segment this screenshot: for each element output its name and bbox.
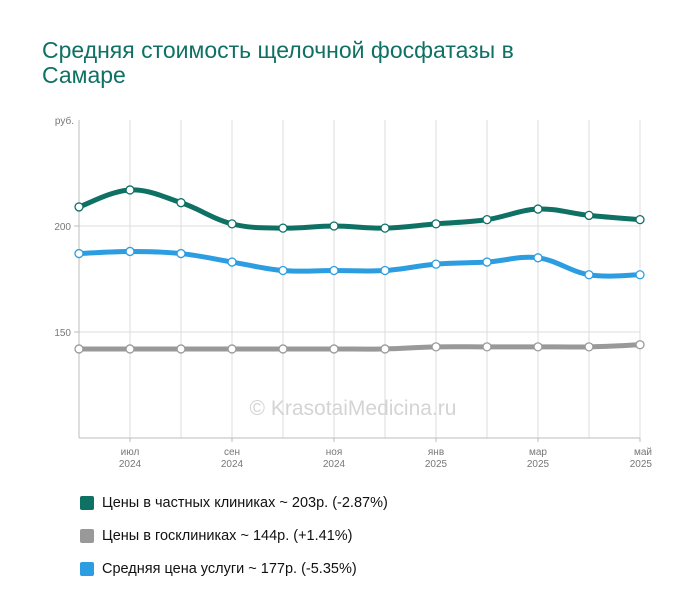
y-axis-unit-label: руб.	[55, 115, 74, 127]
x-tick-label-month-2: ноя	[326, 447, 343, 458]
x-tick-label-month-5: май	[634, 447, 652, 458]
data-point-average-2[interactable]	[176, 248, 186, 259]
series-line-public	[76, 342, 643, 352]
data-point-private-4[interactable]	[278, 223, 288, 233]
legend-swatch-public	[80, 528, 94, 543]
x-tick-label-year-5: 2025	[630, 459, 653, 470]
x-tick-label-year-0: 2024	[119, 459, 142, 470]
legend-item-public[interactable]: Цены в госклиниках ~ 144р. (+1.41%)	[80, 519, 388, 552]
legend-label-private: Цены в частных клиниках ~ 203р. (-2.87%)	[102, 494, 388, 511]
data-point-average-6[interactable]	[380, 265, 390, 276]
legend: Цены в частных клиниках ~ 203р. (-2.87%)…	[80, 486, 388, 585]
data-point-public-10[interactable]	[584, 342, 594, 352]
data-point-average-0[interactable]	[74, 248, 84, 259]
data-point-private-11[interactable]	[635, 214, 645, 225]
data-point-public-5[interactable]	[329, 344, 339, 354]
watermark: © KrasotaiMedicina.ru	[250, 397, 457, 420]
axis-layer: руб.200150июл2024сен2024ноя2024янв2025ма…	[54, 115, 652, 470]
data-point-public-6[interactable]	[380, 344, 390, 354]
legend-swatch-private	[80, 495, 94, 510]
x-tick-label-month-4: мар	[529, 447, 547, 458]
x-tick-label-month-0: июл	[121, 447, 140, 458]
data-point-private-2[interactable]	[176, 198, 186, 208]
data-point-average-10[interactable]	[584, 270, 594, 280]
x-tick-label-year-1: 2024	[221, 459, 244, 470]
data-point-average-5[interactable]	[329, 265, 339, 276]
legend-label-average: Средняя цена услуги ~ 177р. (-5.35%)	[102, 560, 357, 577]
data-point-average-1[interactable]	[125, 246, 135, 257]
data-point-public-3[interactable]	[227, 344, 237, 354]
data-point-average-8[interactable]	[482, 257, 492, 267]
data-point-public-2[interactable]	[176, 344, 186, 354]
grid-layer	[79, 120, 641, 438]
x-tick-label-year-3: 2025	[425, 459, 448, 470]
data-point-private-10[interactable]	[584, 210, 594, 221]
data-point-private-5[interactable]	[329, 221, 339, 231]
data-point-private-8[interactable]	[482, 214, 492, 225]
x-tick-label-month-3: янв	[428, 447, 444, 458]
legend-item-average[interactable]: Средняя цена услуги ~ 177р. (-5.35%)	[80, 552, 388, 585]
y-tick-label-1: 150	[54, 328, 71, 339]
legend-item-private[interactable]: Цены в частных клиниках ~ 203р. (-2.87%)	[80, 486, 388, 519]
series-line-private	[76, 187, 643, 231]
data-point-average-4[interactable]	[278, 265, 288, 276]
series-line-average	[76, 248, 643, 279]
series-public	[74, 340, 645, 354]
data-point-private-0[interactable]	[74, 202, 84, 212]
x-tick-label-year-4: 2025	[527, 459, 550, 470]
data-point-public-1[interactable]	[125, 344, 135, 354]
data-point-public-0[interactable]	[74, 344, 84, 354]
data-point-public-9[interactable]	[533, 342, 543, 352]
data-point-public-11[interactable]	[635, 340, 645, 350]
data-point-public-8[interactable]	[482, 342, 492, 352]
data-point-private-9[interactable]	[533, 204, 543, 214]
chart-title: Средняя стоимость щелочной фосфатазы в С…	[42, 37, 514, 88]
data-point-public-7[interactable]	[431, 342, 441, 352]
data-point-private-1[interactable]	[125, 185, 135, 195]
x-tick-label-month-1: сен	[224, 447, 240, 458]
legend-swatch-average	[80, 561, 94, 576]
data-point-private-7[interactable]	[431, 219, 441, 229]
data-point-public-4[interactable]	[278, 344, 288, 354]
series-private	[74, 185, 645, 233]
data-point-average-9[interactable]	[533, 253, 543, 263]
data-point-private-3[interactable]	[227, 219, 237, 229]
data-point-average-11[interactable]	[635, 270, 645, 280]
data-point-average-7[interactable]	[431, 259, 441, 269]
data-point-average-3[interactable]	[227, 257, 237, 267]
series-layer	[74, 185, 645, 354]
x-tick-label-year-2: 2024	[323, 459, 346, 470]
series-average	[74, 246, 645, 280]
y-tick-label-0: 200	[54, 222, 71, 233]
legend-label-public: Цены в госклиниках ~ 144р. (+1.41%)	[102, 527, 353, 544]
data-point-private-6[interactable]	[380, 223, 390, 233]
